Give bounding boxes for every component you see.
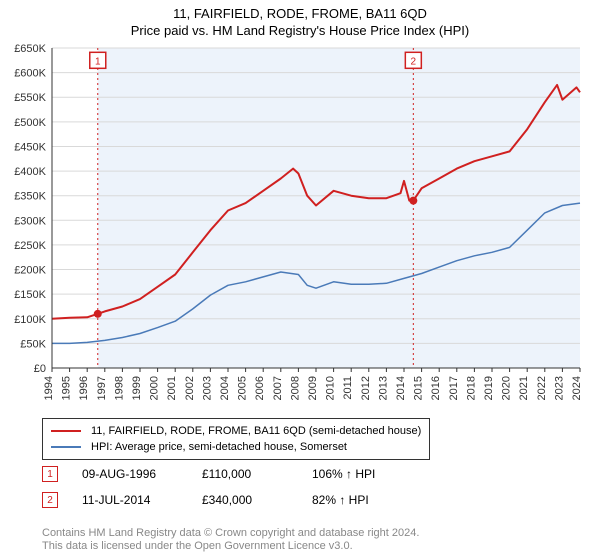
legend: 11, FAIRFIELD, RODE, FROME, BA11 6QD (se… xyxy=(42,418,430,460)
svg-text:2013: 2013 xyxy=(377,376,389,400)
svg-text:2005: 2005 xyxy=(237,376,249,400)
svg-text:2003: 2003 xyxy=(201,376,213,400)
legend-item-hpi: HPI: Average price, semi-detached house,… xyxy=(51,439,421,455)
svg-text:1999: 1999 xyxy=(131,376,143,400)
sale-row-2: 2 11-JUL-2014 £340,000 82% ↑ HPI xyxy=(42,492,422,508)
footer-line-2: This data is licensed under the Open Gov… xyxy=(42,540,419,554)
svg-text:2020: 2020 xyxy=(501,376,513,400)
svg-text:2006: 2006 xyxy=(254,376,266,400)
sale-date-2: 11-JUL-2014 xyxy=(82,493,202,507)
svg-text:2023: 2023 xyxy=(553,376,565,400)
svg-text:2021: 2021 xyxy=(518,376,530,400)
svg-text:1994: 1994 xyxy=(43,376,55,400)
svg-text:2016: 2016 xyxy=(430,376,442,400)
svg-text:2001: 2001 xyxy=(166,376,178,400)
sale-price-2: £340,000 xyxy=(202,493,312,507)
sale-pct-2: 82% ↑ HPI xyxy=(312,493,422,507)
svg-text:£600K: £600K xyxy=(14,68,46,80)
sale-pct-1: 106% ↑ HPI xyxy=(312,467,422,481)
legend-label-property: 11, FAIRFIELD, RODE, FROME, BA11 6QD (se… xyxy=(91,425,421,437)
legend-swatch-property xyxy=(51,430,81,432)
sale-price-1: £110,000 xyxy=(202,467,312,481)
svg-text:£350K: £350K xyxy=(14,191,46,203)
svg-text:1: 1 xyxy=(95,56,101,67)
svg-text:2015: 2015 xyxy=(413,376,425,400)
svg-text:£650K: £650K xyxy=(14,43,46,55)
svg-text:£100K: £100K xyxy=(14,314,46,326)
svg-text:2009: 2009 xyxy=(307,376,319,400)
chart-title-address: 11, FAIRFIELD, RODE, FROME, BA11 6QD xyxy=(0,0,600,21)
svg-text:2012: 2012 xyxy=(360,376,372,400)
price-chart: £0 £50K £100K £150K £200K £250K £300K £350K £400… xyxy=(0,42,600,412)
svg-text:2017: 2017 xyxy=(448,376,460,400)
svg-text:2010: 2010 xyxy=(325,376,337,400)
svg-text:£300K: £300K xyxy=(14,215,46,227)
svg-text:2022: 2022 xyxy=(536,376,548,400)
svg-text:£450K: £450K xyxy=(14,141,46,153)
footer-line-1: Contains HM Land Registry data © Crown c… xyxy=(42,527,419,541)
svg-text:2011: 2011 xyxy=(342,376,354,400)
svg-text:2018: 2018 xyxy=(465,376,477,400)
svg-text:2014: 2014 xyxy=(395,376,407,400)
sale-date-1: 09-AUG-1996 xyxy=(82,467,202,481)
sale-row-1: 1 09-AUG-1996 £110,000 106% ↑ HPI xyxy=(42,466,422,482)
legend-swatch-hpi xyxy=(51,446,81,448)
svg-text:1997: 1997 xyxy=(96,376,108,400)
sale-marker-2: 2 xyxy=(42,492,58,508)
svg-text:£400K: £400K xyxy=(14,166,46,178)
sale-marker-1: 1 xyxy=(42,466,58,482)
svg-text:£150K: £150K xyxy=(14,289,46,301)
legend-item-property: 11, FAIRFIELD, RODE, FROME, BA11 6QD (se… xyxy=(51,423,421,439)
svg-text:2007: 2007 xyxy=(272,376,284,400)
svg-text:2000: 2000 xyxy=(149,376,161,400)
svg-text:1996: 1996 xyxy=(78,376,90,400)
svg-text:2008: 2008 xyxy=(289,376,301,400)
footer-attribution: Contains HM Land Registry data © Crown c… xyxy=(42,527,419,555)
svg-text:2004: 2004 xyxy=(219,376,231,400)
svg-text:1998: 1998 xyxy=(113,376,125,400)
svg-text:£0: £0 xyxy=(34,363,46,375)
svg-text:£550K: £550K xyxy=(14,92,46,104)
svg-text:£200K: £200K xyxy=(14,265,46,277)
svg-text:2024: 2024 xyxy=(571,376,583,400)
svg-text:2002: 2002 xyxy=(184,376,196,400)
svg-text:2019: 2019 xyxy=(483,376,495,400)
chart-title-sub: Price paid vs. HM Land Registry's House … xyxy=(0,21,600,38)
svg-text:£250K: £250K xyxy=(14,240,46,252)
legend-label-hpi: HPI: Average price, semi-detached house,… xyxy=(91,441,347,453)
svg-text:1995: 1995 xyxy=(61,376,73,400)
svg-text:2: 2 xyxy=(411,56,417,67)
svg-text:£500K: £500K xyxy=(14,117,46,129)
svg-text:£50K: £50K xyxy=(20,338,46,350)
